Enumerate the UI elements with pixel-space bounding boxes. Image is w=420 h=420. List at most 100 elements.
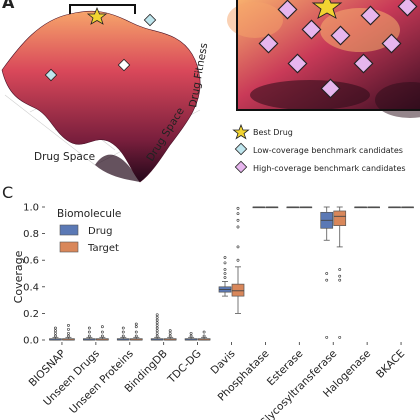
flier-point [338, 278, 342, 282]
bracket [69, 4, 136, 14]
flier-point [54, 326, 57, 330]
panel-a-label: A [2, 0, 15, 12]
flier-point [236, 218, 240, 222]
flier-point [87, 334, 91, 338]
box-drug-6 [252, 206, 266, 209]
flier-point [134, 325, 138, 329]
box-drug-10 [388, 206, 401, 209]
box-drug-4 [184, 331, 198, 341]
legend-swatch-target [59, 241, 79, 253]
flier-point [155, 318, 159, 322]
flier-point [121, 334, 125, 338]
box-target-1 [96, 325, 109, 341]
box-drug-9 [354, 206, 367, 209]
y-axis-title: Coverage [12, 250, 25, 303]
flier-point [168, 334, 172, 338]
box-target-2 [129, 322, 143, 341]
diamond-icon [381, 33, 402, 54]
flier-point [223, 276, 227, 279]
coverage-boxplot: Coverage 0.0 0.2 0.4 0.6 0.8 1.0 BIOSNAPUnsee… [12, 203, 414, 420]
flier-point [325, 335, 329, 339]
flier-point [121, 330, 125, 334]
legend-label-drug: Drug [88, 226, 113, 237]
flier-point [325, 272, 329, 275]
legend-label-low: Low-coverage benchmark candidates [253, 146, 403, 155]
flier-point [223, 268, 227, 271]
y-tick-label: 0.0 [23, 336, 39, 347]
landscape-3d: Drug Space Drug Space Drug Fitness [1, 4, 210, 183]
diamond-icon [353, 53, 374, 74]
flier-point [338, 335, 342, 339]
y-tick-label: 0.8 [23, 229, 39, 240]
box-target-5 [231, 206, 245, 314]
box-drug-0 [49, 326, 62, 341]
x-tick-label: TDC-DG [165, 348, 204, 387]
flier-point [155, 315, 159, 319]
landscape-top-view [227, 0, 420, 118]
flier-point [236, 212, 240, 216]
boxes [49, 206, 414, 341]
flier-point [325, 278, 329, 282]
flier-point [223, 256, 227, 259]
flier-point [121, 326, 125, 330]
flier-point [67, 327, 70, 331]
diamond-icon [143, 13, 157, 27]
legend-label-best: Best Drug [253, 128, 293, 137]
flier-point [134, 334, 138, 338]
flier-point [189, 331, 193, 335]
box-target-8 [333, 206, 347, 339]
x-tick-label: Davis [209, 348, 238, 377]
chart-legend: Biomolecule Drug Target [57, 208, 121, 254]
y-tick-label: 0.2 [23, 309, 39, 320]
box-target-7 [299, 206, 313, 209]
x-axis-label: Drug Space [34, 151, 95, 163]
box-target-4 [197, 330, 211, 341]
box-drug-5 [218, 256, 232, 297]
box-drug-7 [286, 206, 300, 209]
box-drug-3 [150, 313, 164, 341]
diamond-icon [234, 142, 248, 156]
box-target-6 [265, 206, 279, 209]
diamond-icon [117, 58, 131, 72]
box-drug-8 [320, 206, 334, 339]
diamond-icon [287, 53, 308, 74]
box-target-10 [401, 206, 414, 209]
diamond-icon [330, 25, 351, 46]
diamond-icon [301, 19, 322, 40]
star-icon [86, 6, 108, 25]
box-body [333, 210, 347, 226]
star-icon [232, 123, 250, 140]
flier-point [155, 321, 159, 325]
legend-swatch-drug [59, 224, 79, 236]
flier-point [134, 322, 138, 326]
diamond-icon [397, 0, 418, 17]
flier-point [236, 258, 240, 262]
y-tick-label: 1.0 [23, 203, 39, 214]
flier-point [155, 329, 159, 333]
box-target-3 [163, 329, 177, 341]
y-ticks: 0.0 0.2 0.4 0.6 0.8 1.0 [23, 203, 45, 347]
flier-point [67, 331, 70, 335]
flier-point [236, 206, 240, 210]
flier-point [54, 329, 57, 333]
marker-legend: Best Drug Low-coverage benchmark candida… [232, 123, 406, 174]
flier-point [155, 326, 159, 330]
star-icon [311, 0, 343, 19]
diamond-icon [320, 78, 341, 99]
diamond-icon [360, 5, 381, 26]
flier-point [236, 245, 240, 249]
box-target-0 [62, 323, 75, 341]
box-body [231, 283, 245, 297]
panel-c-label: C [2, 183, 13, 202]
fitness-surface [1, 10, 201, 183]
flier-point [155, 323, 159, 327]
flier-point [155, 334, 159, 338]
diamond-icon [234, 160, 248, 174]
diamond-icon [277, 0, 298, 20]
flier-point [67, 334, 70, 338]
x-tick-label: Unseen Proteins [67, 348, 136, 417]
flier-point [223, 261, 227, 265]
flier-point [202, 330, 206, 334]
flier-point [223, 272, 227, 275]
y-tick-label: 0.6 [23, 256, 39, 267]
